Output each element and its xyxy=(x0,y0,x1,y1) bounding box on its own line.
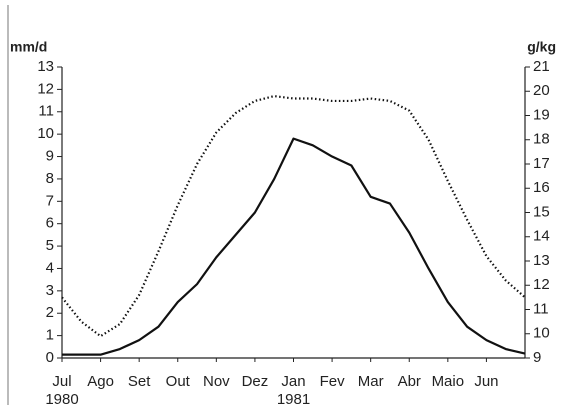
y-axis-label: mm/d xyxy=(10,39,47,55)
y2-tick-label: 10 xyxy=(533,325,550,342)
y-tick-label: 2 xyxy=(46,304,54,321)
y-tick-label: 9 xyxy=(46,148,54,165)
y-tick-label: 13 xyxy=(37,58,54,75)
y2-tick-label: 17 xyxy=(533,155,550,172)
solid-line xyxy=(62,137,526,356)
y2-tick-label: 21 xyxy=(533,58,550,75)
y2-tick-label: 12 xyxy=(533,276,550,293)
x-tick-label: Jun xyxy=(474,373,498,390)
y-tick-label: 0 xyxy=(46,349,54,366)
y2-tick-label: 11 xyxy=(533,300,549,317)
y2-tick-label: 13 xyxy=(533,252,550,269)
x-tick-label: Jul xyxy=(52,373,71,390)
y-tick-label: 5 xyxy=(46,237,54,254)
y2-tick-label: 16 xyxy=(533,179,550,196)
y-tick-label: 8 xyxy=(46,170,54,187)
y2-tick-label: 18 xyxy=(533,131,550,148)
x-tick-label: Mar xyxy=(358,373,384,390)
y2-axis-label: g/kg xyxy=(527,39,556,55)
x-tick-label: Jan xyxy=(281,373,305,390)
x-tick-label: Dez xyxy=(242,373,269,390)
y-tick-label: 1 xyxy=(46,327,54,344)
x-tick-label: Maio xyxy=(432,373,465,390)
y-tick-label: 3 xyxy=(46,282,54,299)
y-tick-label: 11 xyxy=(38,103,54,120)
y2-tick-label: 20 xyxy=(533,82,550,99)
y-tick-label: 12 xyxy=(37,80,54,97)
x-tick-label: Out xyxy=(166,373,191,390)
x-tick-label: Nov xyxy=(203,373,230,390)
y-tick-label: 7 xyxy=(46,192,54,209)
y2-tick-label: 15 xyxy=(533,203,550,220)
x-tick-label: Ago xyxy=(87,373,114,390)
y-tick-label: 4 xyxy=(46,259,54,276)
x-tick-label: Set xyxy=(128,373,151,390)
year-label: 1980 xyxy=(45,391,78,408)
y2-tick-label: 9 xyxy=(533,349,541,366)
y2-tick-label: 19 xyxy=(533,106,550,123)
year-label: 1981 xyxy=(277,391,310,408)
x-tick-label: Abr xyxy=(398,373,421,390)
x-tick-label: Fev xyxy=(320,373,346,390)
y-tick-label: 6 xyxy=(46,215,54,232)
dotted-line xyxy=(61,95,526,338)
y-tick-label: 10 xyxy=(37,125,54,142)
y2-tick-label: 14 xyxy=(533,228,550,245)
